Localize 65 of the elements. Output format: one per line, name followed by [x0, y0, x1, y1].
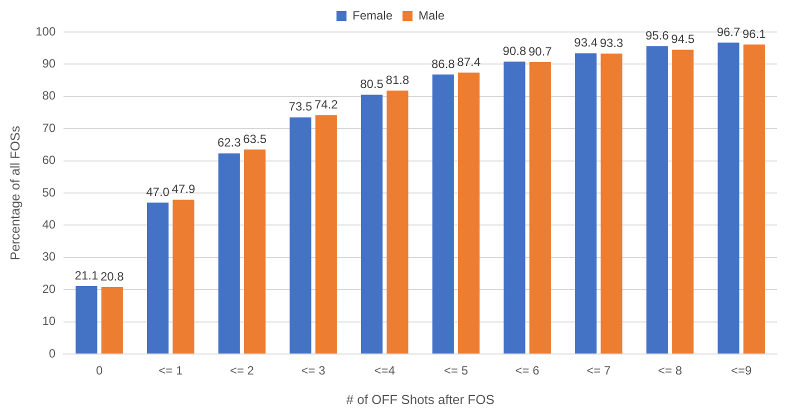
bar: [244, 150, 266, 354]
y-tick-label: 0: [48, 346, 56, 360]
bar: [718, 42, 740, 354]
data-label: 86.8: [431, 56, 456, 71]
y-tick-label: 10: [42, 314, 56, 328]
bar: [290, 117, 312, 354]
bar: [218, 153, 240, 354]
legend-label: Female: [352, 8, 393, 22]
x-tick-label: <= 6: [515, 364, 540, 378]
x-tick-label: <= 8: [658, 364, 682, 378]
data-label: 74.2: [314, 97, 338, 112]
legend-label: Male: [418, 8, 445, 22]
y-tick-label: 100: [36, 24, 56, 38]
data-label: 93.3: [600, 36, 624, 50]
data-label: 95.6: [645, 28, 670, 42]
bar: [147, 202, 169, 354]
x-tick-label: <= 5: [444, 364, 468, 378]
bar: [315, 115, 337, 354]
y-tick-label: 40: [42, 218, 56, 232]
data-label: 21.1: [74, 268, 98, 282]
bar: [743, 44, 765, 354]
x-axis-title: # of OFF Shots after FOS: [346, 392, 495, 407]
y-tick-label: 50: [42, 185, 56, 200]
y-tick-label: 70: [42, 120, 56, 135]
x-tick-label: <=4: [374, 364, 396, 378]
data-label: 90.8: [502, 44, 526, 58]
x-tick-label: <=9: [730, 364, 752, 378]
y-tick-label: 30: [42, 250, 56, 264]
bar: [600, 54, 622, 354]
data-label: 73.5: [288, 100, 312, 114]
x-tick-label: <= 1: [158, 364, 183, 378]
bar: [529, 62, 551, 354]
y-axis-title: Percentage of all FOSs: [7, 125, 22, 260]
bar: [172, 200, 194, 354]
data-label: 96.1: [742, 26, 766, 41]
x-tick-label: 0: [96, 364, 103, 378]
data-label: 80.5: [360, 77, 384, 92]
data-label: 96.7: [716, 24, 740, 39]
data-label: 94.5: [671, 32, 695, 46]
y-tick-label: 60: [42, 153, 56, 168]
data-label: 90.7: [528, 44, 552, 58]
data-label: 93.4: [574, 36, 598, 50]
x-tick-label: <= 3: [301, 364, 326, 378]
data-label: 63.5: [243, 132, 267, 146]
bar: [458, 72, 480, 354]
data-label: 20.8: [100, 269, 124, 284]
bar: [432, 74, 454, 354]
bar: [101, 287, 123, 354]
data-label: 62.3: [217, 136, 242, 150]
bar: [646, 46, 668, 354]
y-tick-label: 20: [42, 282, 56, 296]
data-label: 81.8: [386, 72, 410, 87]
bar: [575, 53, 597, 354]
data-label: 87.4: [457, 54, 481, 69]
x-tick-label: <= 7: [586, 364, 611, 378]
y-tick-label: 80: [42, 88, 56, 103]
bar: [361, 94, 383, 354]
bar: [386, 90, 408, 354]
bar: [76, 286, 98, 354]
data-label: 47.0: [146, 184, 170, 199]
y-tick-label: 90: [42, 56, 56, 71]
data-label: 47.9: [172, 182, 196, 196]
bar: [504, 62, 526, 354]
x-tick-label: <= 2: [230, 364, 254, 378]
bar: [672, 50, 694, 354]
